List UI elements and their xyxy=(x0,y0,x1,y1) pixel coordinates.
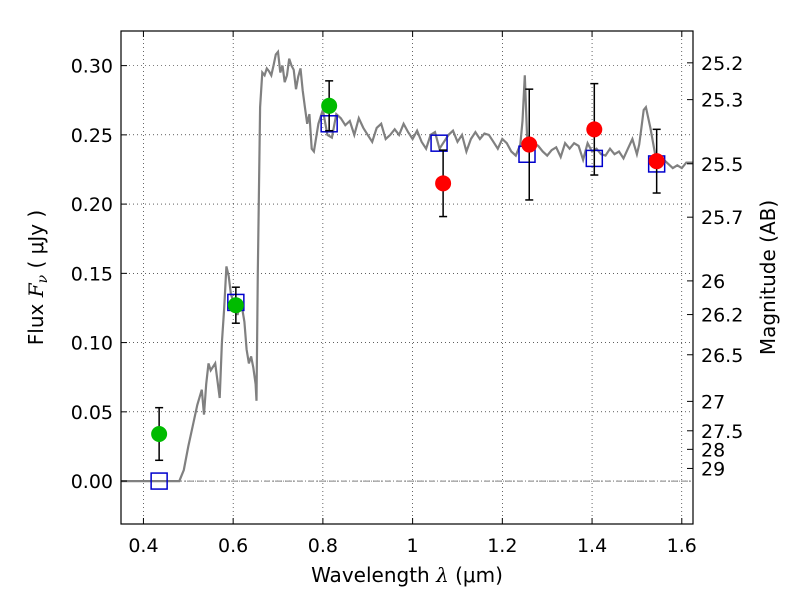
circle-marker xyxy=(586,121,603,138)
y-axis-label-symbol: F xyxy=(24,282,48,298)
mag-tick-label: 28 xyxy=(701,439,725,461)
y-tick-label: 0.10 xyxy=(71,333,113,355)
plot-frame xyxy=(120,30,694,525)
circle-marker xyxy=(648,153,665,170)
mag-tick-label: 25.5 xyxy=(701,154,743,176)
y-tick-label: 0.25 xyxy=(71,125,113,147)
mag-tick-label: 26.2 xyxy=(701,305,743,327)
circle-marker xyxy=(227,297,244,314)
y-axis-label-prefix: Flux xyxy=(24,297,48,345)
mag-tick-label: 27.5 xyxy=(701,421,743,443)
mag-tick-label: 26 xyxy=(701,271,725,293)
y-tick-label: 0.30 xyxy=(71,56,113,78)
mag-tick-label: 27 xyxy=(701,391,725,413)
secondary-y-axis-label: Magnitude (AB) xyxy=(756,200,780,355)
plot-area xyxy=(121,49,693,490)
x-tick-label: 1 xyxy=(407,535,419,557)
x-tick-label: 1.6 xyxy=(667,535,697,557)
circle-marker xyxy=(321,97,338,114)
circle-marker xyxy=(435,175,452,192)
y-tick-label: 0.15 xyxy=(71,263,113,285)
x-tick-label: 0.8 xyxy=(308,535,338,557)
x-axis-label-symbol: λ xyxy=(435,563,449,587)
circle-marker xyxy=(521,136,538,153)
circle-marker xyxy=(151,425,168,442)
x-tick-label: 1.4 xyxy=(577,535,607,557)
axis-ticks: 0.4 0.6 0.8 1 1.2 1.4 1.6 0.00 0.05 0.10 0.15 0.20 0… xyxy=(71,31,743,557)
x-axis-label-unit: (μm) xyxy=(449,563,503,587)
x-tick-label: 0.4 xyxy=(128,535,158,557)
mag-tick-label: 26.5 xyxy=(701,345,743,367)
mag-tick-label: 25.2 xyxy=(701,53,743,75)
x-tick-label: 0.6 xyxy=(218,535,248,557)
y-tick-label: 0.00 xyxy=(71,471,113,493)
y-axis-label: Flux Fν ( μJy ) xyxy=(24,210,51,345)
y-axis-label-subscript: ν xyxy=(35,274,51,283)
mag-tick-label: 25.3 xyxy=(701,90,743,112)
x-axis-label: Wavelength λ (μm) xyxy=(311,563,503,587)
x-tick-label: 1.2 xyxy=(487,535,517,557)
x-axis-label-prefix: Wavelength xyxy=(311,563,436,587)
y-tick-label: 0.05 xyxy=(71,402,113,424)
square-marker xyxy=(150,472,168,490)
y-tick-label: 0.20 xyxy=(71,194,113,216)
mag-tick-label: 25.7 xyxy=(701,207,743,229)
mag-tick-label: 29 xyxy=(701,458,725,480)
square-marker xyxy=(430,134,448,152)
y-axis-label-unit: ( μJy ) xyxy=(24,210,48,275)
